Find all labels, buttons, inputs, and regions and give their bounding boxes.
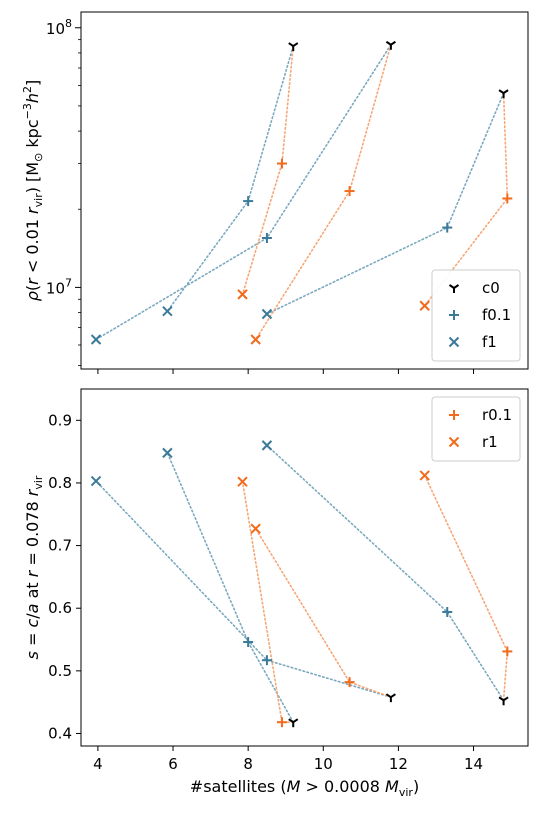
point-c0-1 — [288, 42, 299, 52]
link-line-5 — [254, 43, 392, 341]
legend-marker-c0 — [448, 284, 460, 293]
series-links — [95, 444, 509, 724]
x-tick-label: 12 — [389, 755, 408, 773]
series-f0.1 — [243, 606, 453, 666]
legend-label-c0: c0 — [482, 279, 500, 297]
link-line-2 — [95, 480, 392, 698]
x-tick-label: 6 — [168, 755, 178, 773]
point-f0.1-2 — [261, 232, 272, 243]
link-line-4 — [241, 480, 295, 724]
point-f0.1-1 — [243, 196, 254, 207]
point-c0-2 — [385, 40, 396, 50]
y-axis-label: ρ(r < 0.01 rvir) [M⊙ kpc−3h2] — [21, 80, 45, 301]
point-c0-1 — [288, 718, 299, 728]
link-line-1 — [166, 452, 295, 724]
x-tick-label: 14 — [464, 755, 483, 773]
series-c0 — [288, 693, 509, 728]
point-f0.1-1 — [243, 637, 254, 648]
point-f1-1 — [90, 334, 102, 345]
series-f0.1 — [243, 196, 453, 243]
series-f1 — [90, 440, 273, 487]
legend-label-f1: f1 — [482, 333, 497, 351]
point-f1-2 — [162, 447, 173, 459]
y-tick-label: 0.8 — [48, 474, 72, 492]
series-c0 — [288, 40, 509, 99]
point-c0-3 — [498, 696, 509, 706]
y-tick-label: 107 — [46, 276, 72, 297]
legend: c0 f0.1 f1 — [431, 269, 521, 362]
point-r1-2 — [250, 334, 261, 345]
point-f0.1-3 — [442, 222, 453, 233]
y-tick-label: 0.6 — [48, 599, 72, 617]
legend-marker-r0.1 — [449, 410, 459, 420]
point-f1-3 — [261, 440, 273, 451]
y-tick-label: 0.4 — [48, 724, 72, 742]
legend-marker-f1 — [448, 336, 460, 348]
point-f1-1 — [90, 475, 102, 487]
point-r1-1 — [237, 289, 248, 300]
series-r1 — [237, 289, 430, 345]
x-axis-label: #satellites (M > 0.0008 Mvir) — [190, 777, 419, 799]
link-line-6 — [423, 474, 509, 702]
plot-frame — [80, 388, 529, 747]
legend-marker-r1 — [448, 436, 460, 448]
legend-label-r1: r1 — [482, 433, 498, 451]
point-r0.1-3 — [502, 646, 513, 657]
point-f1-2 — [162, 305, 173, 317]
point-r1-3 — [419, 470, 430, 481]
point-f0.1-3 — [442, 606, 453, 617]
series-r0.1 — [276, 646, 513, 728]
link-line-3 — [266, 444, 505, 702]
point-f1-3 — [261, 308, 273, 320]
point-r1-2 — [250, 523, 261, 534]
y-tick-label: 0.7 — [48, 537, 72, 555]
point-f0.1-2 — [261, 655, 272, 666]
y-tick-label: 0.5 — [48, 662, 72, 680]
x-tick-label: 8 — [243, 755, 253, 773]
x-tick-label: 10 — [314, 755, 333, 773]
link-line-5 — [254, 527, 392, 698]
legend-label-r0.1: r0.1 — [482, 406, 512, 424]
point-r1-3 — [419, 300, 430, 311]
x-tick-label: 4 — [93, 755, 103, 773]
link-line-4 — [241, 45, 295, 296]
series-r1 — [237, 470, 430, 534]
point-r0.1-3 — [502, 193, 513, 204]
series-f1 — [90, 305, 273, 345]
y-tick-label: 108 — [46, 17, 72, 38]
y-tick-label: 0.9 — [48, 411, 72, 429]
point-r0.1-2 — [344, 186, 355, 197]
point-r0.1-1 — [276, 158, 287, 169]
point-c0-3 — [498, 89, 509, 99]
legend-marker-f0.1 — [449, 310, 459, 320]
panel-1: 107 108 ρ(r < 0.01 rvir) [M⊙ kpc−3h2] c0 f0.… — [21, 11, 529, 374]
legend-label-f0.1: f0.1 — [482, 306, 511, 324]
plot-frame — [80, 11, 529, 370]
point-r0.1-2 — [344, 677, 355, 688]
legend: r0.1 r1 — [431, 396, 521, 462]
link-line-1 — [166, 45, 295, 312]
series-r0.1 — [276, 158, 513, 204]
point-r0.1-1 — [276, 717, 287, 728]
point-r1-1 — [237, 476, 248, 487]
panel-2: 4 6 8 10 12 14 0.4 0.5 0.6 0.7 0.8 0.9 s = c/a at r … — [23, 388, 529, 799]
y-axis-label: s = c/a at r = 0.078 rvir — [23, 475, 45, 659]
point-c0-2 — [385, 693, 396, 703]
